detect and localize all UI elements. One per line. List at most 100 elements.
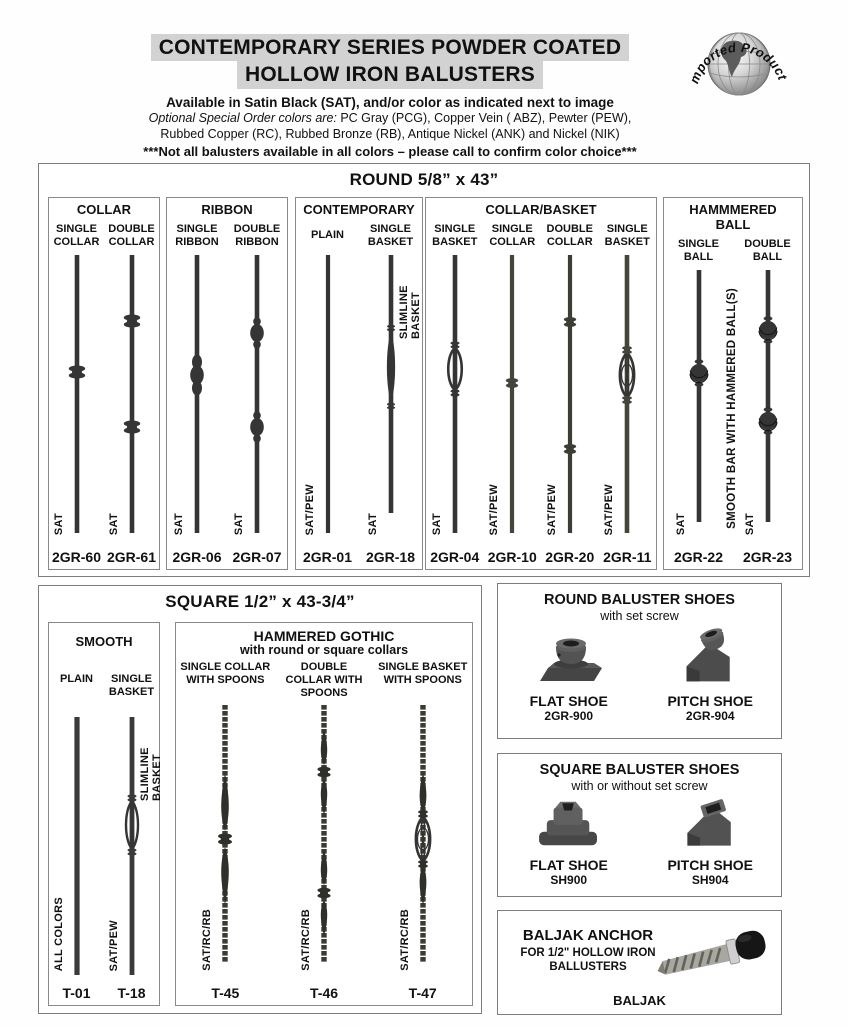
shoe-name: PITCH SHOE (667, 857, 754, 873)
shoes-title: ROUND BALUSTER SHOES (544, 592, 735, 608)
variant-label: DOUBLE RIBBON (233, 222, 281, 248)
variant-label: SINGLE BASKET (432, 222, 478, 248)
baluster-single-basket-image (605, 254, 649, 533)
shoe-code: 2GR-904 (685, 709, 735, 723)
optional-colors-line2: Rubbed Copper (RC), Rubbed Bronze (RB), … (160, 127, 620, 142)
finish-label: SAT (52, 512, 65, 535)
baluster-single-ribbon-image (190, 254, 204, 533)
baljak-subtitle: FOR 1/2" HOLLOW IRON BALLUSTERS (520, 947, 656, 974)
baluster-double-ball-image (758, 269, 777, 522)
shoe-name: PITCH SHOE (667, 693, 754, 709)
baljak-anchor-image (657, 930, 766, 975)
variant-label: DOUBLE COLLAR (108, 222, 155, 248)
code-row: 2GR-01 2GR-18 (296, 545, 422, 569)
baljak-title: BALJAK ANCHOR (522, 927, 654, 944)
baluster-images-row: SMOOTH BAR WITH HAMMERED BALL(S) SAT SAT (664, 266, 802, 545)
product-code: T-18 (117, 985, 146, 1001)
code-row: T-45 T-46 T-47 (176, 981, 472, 1005)
variant-label: DOUBLE COLLAR WITH SPOONS (285, 660, 363, 699)
baluster-slimline-basket-image (107, 717, 157, 975)
shoe-name: FLAT SHOE (529, 693, 608, 709)
square-section-title: SQUARE 1/2” x 43-3/4” (165, 592, 355, 611)
baljak-anchor-box: BALJAK ANCHOR FOR 1/2" HOLLOW IRON BALLU… (497, 910, 782, 1015)
baluster-double-collar-image (563, 254, 576, 533)
finish-label: SAT/PEW (303, 483, 316, 535)
slimline-basket-note: SLIMLINE BASKET (397, 285, 422, 339)
baluster-images-row: SAT/PEW SLIMLINE BASKET SAT (296, 251, 422, 545)
availability-note: Available in Satin Black (SAT), and/or c… (166, 94, 614, 110)
finish-label: SAT (674, 512, 687, 535)
code-row: 2GR-06 2GR-07 (167, 545, 287, 569)
finish-label: SAT (366, 512, 379, 535)
finish-label: SAT/PEW (107, 919, 120, 971)
variant-row: SINGLE COLLAR DOUBLE COLLAR (49, 221, 159, 251)
group-title: RIBBON (201, 202, 253, 217)
finish-label: SAT/PEW (545, 483, 558, 535)
round-section-title: ROUND 5/8” x 43” (349, 170, 499, 189)
group-hammered-gothic: HAMMERED GOTHIC with round or square col… (175, 622, 473, 1006)
variant-label: SINGLE RIBBON (175, 222, 219, 248)
baluster-cell: SAT/PEW (484, 251, 542, 545)
product-code: T-01 (62, 985, 91, 1001)
variant-label: SINGLE BALL (678, 237, 719, 263)
variant-label: DOUBLE BALL (744, 237, 791, 263)
product-code: 2GR-18 (365, 549, 416, 565)
group-subtitle: with round or square collars (239, 643, 409, 658)
group-title: HAMMMERED BALL (689, 202, 777, 232)
baluster-cell: SLIMLINE BASKET SAT/PEW (104, 713, 163, 981)
product-code: 2GR-22 (673, 549, 724, 565)
group-contemporary: CONTEMPORARY PLAIN SINGLE BASKET SAT/PEW (295, 197, 423, 570)
baluster-double-collar-spoons-image (317, 704, 331, 963)
shoe-item: PITCH SHOE 2GR-904 (640, 625, 782, 723)
baluster-single-ball-image (689, 269, 708, 522)
shoe-item: PITCH SHOE SH904 (640, 795, 782, 887)
title-line-1: CONTEMPORARY SERIES POWDER COATED (150, 34, 630, 62)
group-collar: COLLAR SINGLE COLLAR DOUBLE COLLAR SAT (48, 197, 160, 570)
group-smooth: SMOOTH PLAIN SINGLE BASKET ALL COLORS (48, 622, 163, 1006)
variant-label: PLAIN (311, 229, 344, 242)
baluster-double-ribbon-image (250, 254, 264, 533)
round-flat-shoe-image (539, 638, 602, 681)
baluster-cell: SAT/RC/RB (176, 701, 275, 981)
product-code: 2GR-06 (172, 549, 222, 565)
shoe-item: FLAT SHOE 2GR-900 (498, 625, 640, 723)
finish-label: SAT/PEW (603, 483, 616, 535)
variant-label: SINGLE COLLAR (53, 222, 100, 248)
variant-label: SINGLE BASKET (367, 222, 414, 248)
baluster-plain-square-image (73, 717, 80, 975)
imported-products-globe-logo: Imported Products (683, 6, 790, 96)
baluster-cell: SAT (664, 266, 733, 545)
shoe-name: FLAT SHOE (529, 857, 608, 873)
variant-row: PLAIN SINGLE BASKET (296, 221, 422, 251)
code-row: 2GR-22 2GR-23 (664, 545, 802, 569)
finish-label: ALL COLORS (52, 896, 65, 971)
shoes-row: FLAT SHOE SH900 PITCH SHOE SH904 (498, 795, 781, 887)
group-title: HAMMERED GOTHIC (253, 628, 395, 644)
slimline-basket-note: SLIMLINE BASKET (138, 747, 163, 801)
baluster-single-basket-spoons-image (398, 704, 448, 963)
variant-label: PLAIN (60, 673, 93, 685)
variant-row: SINGLE BASKET SINGLE COLLAR DOUBLE COLLA… (426, 221, 656, 251)
baluster-cell: SAT/PEW (541, 251, 599, 545)
product-code: 2GR-10 (487, 549, 537, 565)
square-pitch-shoe-image (687, 799, 732, 846)
baluster-single-collar-image (506, 254, 519, 533)
group-ribbon: RIBBON SINGLE RIBBON DOUBLE RIBBON SAT (166, 197, 288, 570)
code-row: T-01 T-18 (49, 981, 159, 1005)
product-code: T-47 (408, 985, 437, 1001)
finish-label: SAT (233, 512, 245, 535)
group-title: COLLAR/BASKET (485, 202, 597, 217)
baluster-cell: SAT (733, 266, 802, 545)
finish-label: SAT/PEW (488, 483, 501, 535)
baluster-cell: SAT (227, 251, 287, 545)
shoes-title: SQUARE BALUSTER SHOES (539, 762, 740, 778)
optional-colors-lead: Optional Special Order colors are: (148, 110, 337, 125)
group-title: CONTEMPORARY (303, 202, 415, 217)
page-title: CONTEMPORARY SERIES POWDER COATED HOLLOW… (60, 34, 720, 89)
shoe-code: SH900 (550, 873, 588, 887)
finish-label: SAT/RC/RB (201, 909, 214, 971)
finish-label: SAT (173, 512, 185, 535)
baluster-cell: SAT/PEW (296, 251, 359, 545)
finish-label: SAT/RC/RB (398, 909, 411, 971)
